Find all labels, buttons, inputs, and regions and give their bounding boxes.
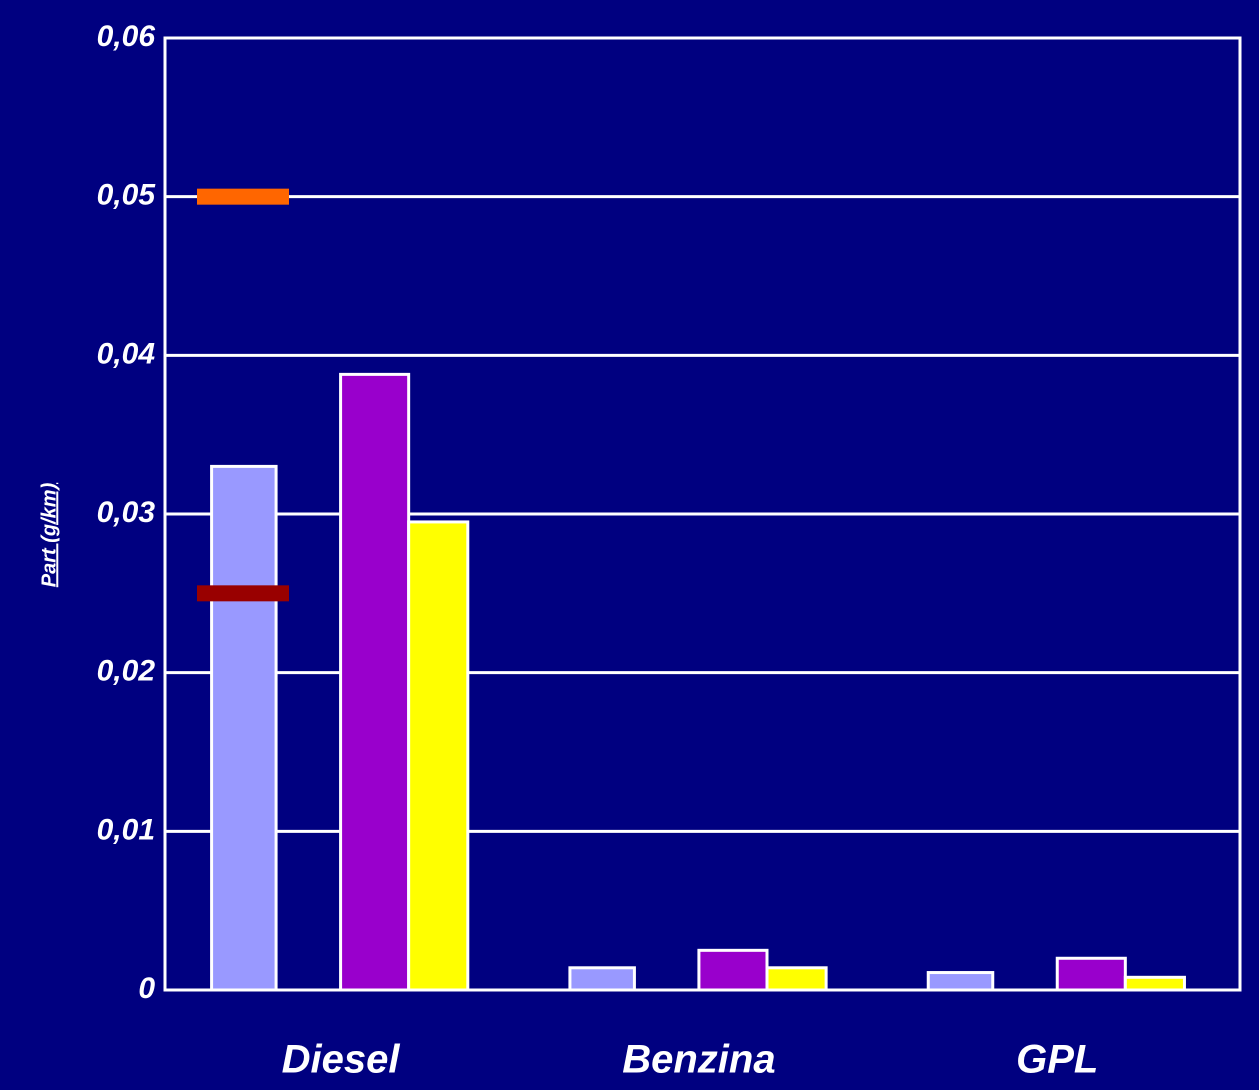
bar	[697, 948, 769, 992]
limit-marker	[197, 188, 289, 205]
bar	[1123, 975, 1186, 992]
limit-marker	[197, 585, 289, 602]
y-tick-label: 0,03	[97, 496, 156, 529]
bar	[765, 966, 828, 992]
bar	[210, 464, 278, 992]
y-tick-label: 0,01	[97, 813, 155, 846]
y-tick-label: 0,04	[97, 337, 156, 370]
x-tick-label: Benzina	[622, 1038, 775, 1082]
y-tick-label: 0,06	[97, 20, 156, 53]
y-axis-label: Part (g/km)	[38, 482, 60, 587]
y-tick-label: 0	[138, 972, 155, 1005]
bar	[1055, 956, 1127, 992]
y-tick-label: 0,02	[97, 655, 156, 688]
y-tick-label: 0,05	[97, 179, 157, 212]
x-tick-label: Diesel	[282, 1038, 401, 1082]
bar	[926, 971, 995, 992]
bar	[339, 372, 411, 992]
bar	[568, 966, 636, 992]
bar	[407, 520, 470, 992]
x-tick-label: GPL	[1016, 1038, 1098, 1082]
